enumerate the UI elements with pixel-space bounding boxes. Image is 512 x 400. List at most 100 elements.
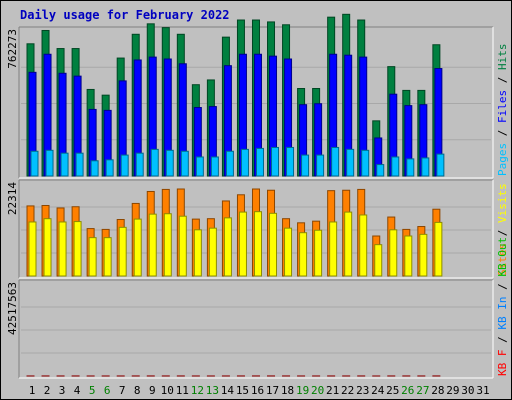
bar-sites	[419, 233, 428, 277]
bar-sites	[73, 221, 82, 277]
legend-entry: /	[496, 70, 509, 90]
bar-pages	[60, 152, 69, 177]
day-label: 19	[296, 384, 309, 397]
day-label: 11	[176, 384, 189, 397]
legend-entry: Hits	[496, 44, 509, 71]
bar-pages	[150, 148, 159, 177]
day-label: 31	[476, 384, 489, 397]
bar-sites	[178, 215, 187, 277]
legend-entry: /	[496, 330, 509, 350]
bar-pages	[210, 156, 219, 177]
bar-sites	[103, 237, 112, 277]
bar-pages	[255, 147, 264, 177]
bar-pages	[225, 150, 234, 177]
bar-pages	[331, 146, 340, 177]
day-label: 27	[416, 384, 429, 397]
bar-sites	[193, 229, 202, 277]
legend-entry: /	[496, 277, 509, 297]
bar-pages	[271, 146, 280, 177]
panel-kbytes-bg	[19, 280, 493, 378]
day-label: 26	[401, 384, 414, 397]
day-label: 30	[461, 384, 474, 397]
day-label: 1	[29, 384, 36, 397]
day-label: 20	[311, 384, 324, 397]
day-label: 22	[341, 384, 354, 397]
bar-sites	[88, 237, 97, 277]
bar-sites	[208, 227, 217, 277]
day-label: 23	[356, 384, 369, 397]
bar-sites	[238, 211, 247, 277]
day-label: 8	[134, 384, 141, 397]
bar-pages	[75, 152, 84, 177]
bar-pages	[240, 148, 249, 177]
bar-sites	[223, 217, 232, 277]
bar-pages	[45, 149, 54, 177]
bar-pages	[346, 148, 355, 177]
x-axis: 1 2 3 4 5 6 7 8 9 10 11 12 13 14 15 16 17 18 19 20 21 22 23 24 2…	[29, 384, 490, 397]
legend-entry: Visits	[496, 183, 509, 223]
legend-entry: /	[496, 223, 509, 243]
bar-pages	[361, 149, 370, 177]
bar-pages	[180, 150, 189, 177]
bar-pages	[421, 157, 430, 177]
legend: Sites / Visits	[496, 183, 509, 276]
day-label: 5	[89, 384, 96, 397]
day-label: 4	[74, 384, 81, 397]
day-label: 7	[119, 384, 126, 397]
bar-sites	[299, 232, 308, 277]
day-label: 15	[236, 384, 249, 397]
bar-sites	[314, 229, 323, 277]
bar-pages	[120, 154, 129, 177]
panel-visits-sites	[18, 179, 494, 279]
panel-kbytes	[18, 279, 494, 379]
legend-entry: Files	[496, 90, 509, 123]
bar-pages	[105, 159, 114, 177]
bar-sites	[58, 221, 67, 277]
legend-entry: Sites	[496, 243, 509, 276]
day-label: 24	[371, 384, 385, 397]
day-label: 29	[446, 384, 459, 397]
day-label: 2	[44, 384, 51, 397]
bar-sites	[118, 226, 127, 277]
bar-sites	[253, 211, 262, 277]
bar-pages	[316, 154, 325, 177]
legend-entry: KB In	[496, 297, 509, 330]
day-label: 17	[266, 384, 279, 397]
bar-sites	[434, 221, 443, 277]
bar-sites	[329, 221, 338, 277]
bar-sites	[133, 218, 142, 277]
bar-pages	[195, 156, 204, 177]
bar-sites	[163, 213, 172, 277]
day-label: 13	[206, 384, 219, 397]
bar-sites	[284, 227, 293, 277]
bar-sites	[359, 214, 368, 277]
day-label: 21	[326, 384, 339, 397]
day-label: 28	[431, 384, 444, 397]
day-label: 18	[281, 384, 294, 397]
bar-sites	[28, 221, 37, 277]
bar-sites	[344, 211, 353, 277]
day-label: 25	[386, 384, 399, 397]
bar-pages	[90, 160, 99, 177]
chart-title: Daily usage for February 2022	[20, 8, 230, 22]
bar-sites	[269, 212, 278, 277]
bar-sites	[404, 235, 413, 277]
day-label: 9	[149, 384, 156, 397]
bar-pages	[436, 153, 445, 177]
legend-entry: KB Out	[496, 237, 509, 277]
bar-pages	[286, 146, 295, 177]
legend-entry: /	[496, 123, 509, 143]
day-label: 14	[221, 384, 235, 397]
bar-sites	[374, 244, 383, 277]
scale-label: 762273	[6, 29, 19, 69]
bar-pages	[301, 154, 310, 177]
bar-pages	[391, 156, 400, 177]
scale-label: 22314	[6, 182, 19, 215]
bar-sites	[389, 229, 398, 277]
bar-pages	[406, 158, 415, 177]
bar-sites	[148, 213, 157, 277]
bar-pages	[165, 149, 174, 177]
legend: KB F / KB In / KB Out	[496, 237, 509, 376]
